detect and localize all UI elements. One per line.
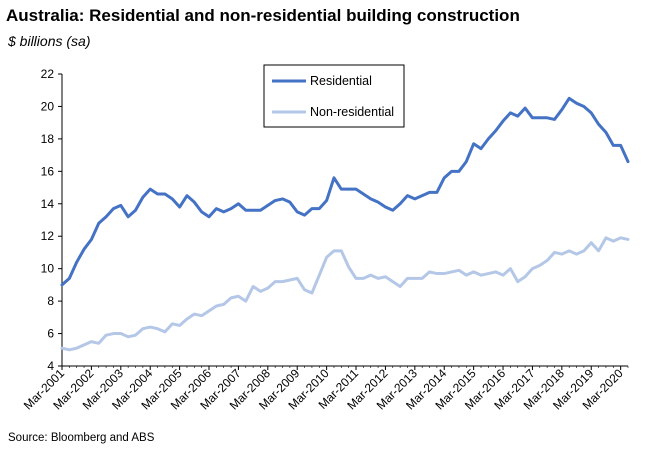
y-tick-label: 8 bbox=[47, 294, 54, 308]
y-tick-label: 12 bbox=[41, 229, 55, 243]
y-tick-label: 6 bbox=[47, 327, 54, 341]
series-line-residential bbox=[60, 96, 630, 287]
source-note: Source: Bloomberg and ABS bbox=[8, 432, 155, 444]
y-tick-label: 16 bbox=[41, 164, 55, 178]
series-line-non-residential bbox=[60, 236, 630, 352]
y-tick-label: 20 bbox=[41, 99, 55, 113]
y-tick-label: 10 bbox=[41, 262, 55, 276]
y-tick-label: 4 bbox=[47, 359, 54, 373]
legend-box bbox=[263, 64, 405, 128]
y-tick-label: 22 bbox=[41, 67, 55, 81]
chart-subtitle: $ billions (sa) bbox=[8, 33, 91, 49]
chart-title: Australia: Residential and non-residenti… bbox=[6, 6, 520, 25]
legend: Residential Non-residential bbox=[263, 64, 405, 128]
legend-label-non-residential: Non-residential bbox=[310, 105, 394, 119]
y-tick-label: 18 bbox=[41, 132, 55, 146]
legend-label-residential: Residential bbox=[310, 74, 372, 88]
series-layer bbox=[60, 96, 630, 352]
y-tick-label: 14 bbox=[41, 197, 55, 211]
